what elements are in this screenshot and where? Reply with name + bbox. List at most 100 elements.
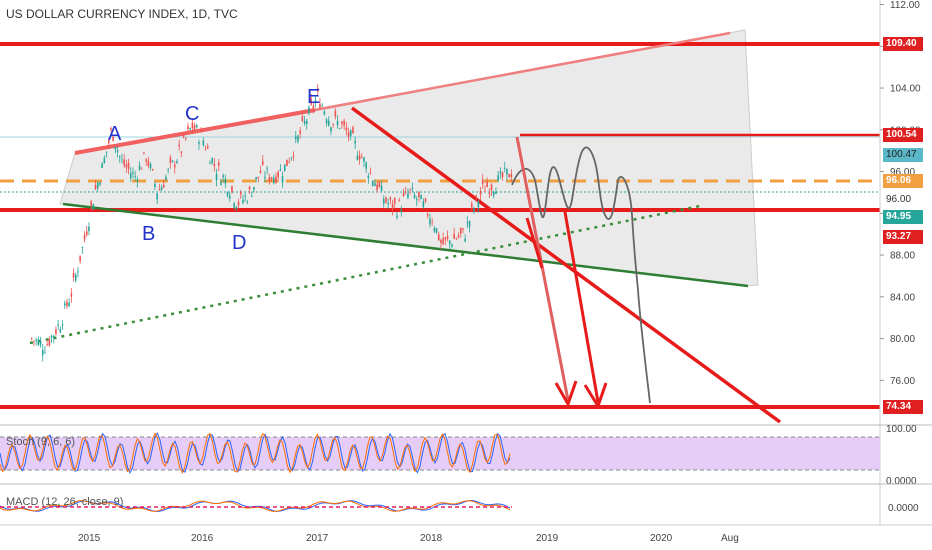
candle-body bbox=[497, 175, 499, 181]
price-tag: 96.00 bbox=[883, 193, 923, 207]
price-tag: 93.27 bbox=[883, 230, 923, 244]
candle-body bbox=[79, 255, 81, 262]
wedge-shape bbox=[59, 29, 759, 287]
candle-body bbox=[349, 130, 352, 137]
candle-body bbox=[314, 100, 317, 103]
candle-body bbox=[290, 157, 293, 159]
price-tag: 109.40 bbox=[883, 37, 923, 51]
candle-body bbox=[301, 116, 304, 122]
candle-body bbox=[347, 132, 350, 137]
candle-body bbox=[393, 198, 396, 204]
lower-support-trendline bbox=[62, 202, 749, 288]
candle-body bbox=[30, 337, 33, 339]
candle-body bbox=[242, 199, 244, 203]
candle-body bbox=[74, 274, 77, 281]
candle-body bbox=[492, 191, 495, 196]
candle-body bbox=[200, 130, 202, 132]
candle-body bbox=[332, 123, 334, 125]
candle-body bbox=[286, 159, 288, 166]
candle-body bbox=[488, 193, 491, 195]
candle-body bbox=[268, 177, 271, 181]
candle-body bbox=[195, 125, 198, 128]
arrow-2-head bbox=[583, 382, 608, 410]
candle-body bbox=[136, 179, 139, 182]
candle-body bbox=[228, 195, 231, 199]
candle-body bbox=[171, 160, 174, 162]
candle-body bbox=[44, 351, 46, 353]
candle-body bbox=[431, 221, 433, 223]
wave-label-e: E bbox=[307, 86, 320, 108]
stoch-label: Stoch (9, 6, 6) bbox=[6, 436, 76, 448]
candle-body bbox=[316, 88, 319, 92]
y-tick-label: 84.00 bbox=[890, 292, 915, 303]
candle-body bbox=[50, 335, 53, 338]
candle-body bbox=[464, 238, 466, 242]
candle-body bbox=[402, 193, 405, 197]
candle-body bbox=[446, 236, 449, 239]
falling-red-trendline bbox=[350, 106, 782, 424]
y-tick-label: 104.00 bbox=[890, 84, 921, 95]
candle-body bbox=[327, 120, 330, 126]
candle-body bbox=[48, 339, 51, 346]
candle-body bbox=[490, 184, 493, 191]
time-axis[interactable]: 2015 2016 2017 2018 2019 2020 Aug bbox=[78, 533, 739, 544]
candle-body bbox=[481, 179, 484, 184]
candle-body bbox=[41, 349, 44, 356]
candle-body bbox=[68, 302, 70, 307]
candle-body bbox=[187, 126, 189, 130]
candle-body bbox=[385, 197, 387, 203]
candle-body bbox=[66, 301, 68, 306]
candle-body bbox=[352, 127, 354, 134]
candle-body bbox=[83, 234, 86, 240]
candle-body bbox=[217, 162, 220, 166]
candle-body bbox=[107, 140, 110, 144]
candle-body bbox=[325, 119, 328, 124]
y-tick-label: 88.00 bbox=[890, 251, 915, 262]
macd-oscillator bbox=[0, 499, 512, 513]
candle-body bbox=[92, 204, 95, 211]
candle-body bbox=[204, 148, 207, 150]
candle-body bbox=[202, 140, 205, 145]
candle-body bbox=[387, 203, 389, 205]
candle-body bbox=[110, 128, 112, 130]
candle-body bbox=[470, 203, 473, 208]
candle-body bbox=[341, 121, 343, 124]
y-tick-label: 80.00 bbox=[890, 334, 915, 345]
candle-body bbox=[259, 170, 262, 174]
candle-body bbox=[310, 98, 312, 105]
candle-body bbox=[33, 340, 35, 342]
candle-body bbox=[374, 183, 376, 187]
candle-body bbox=[226, 192, 229, 196]
candle-body bbox=[345, 127, 348, 131]
candle-body bbox=[312, 105, 315, 109]
arrow-2-shaft bbox=[563, 211, 600, 403]
candle-body bbox=[422, 201, 425, 208]
x-tick-2015: 2015 bbox=[78, 533, 101, 544]
candle-body bbox=[367, 175, 370, 179]
candle-body bbox=[459, 228, 462, 234]
candle-body bbox=[283, 164, 286, 171]
candle-body bbox=[77, 271, 79, 273]
dotted-support-trendline bbox=[29, 204, 701, 345]
candle-body bbox=[382, 198, 385, 204]
candle-body bbox=[167, 169, 169, 171]
candle-body bbox=[281, 176, 284, 183]
candle-body bbox=[455, 238, 458, 240]
x-tick-2016: 2016 bbox=[191, 533, 214, 544]
candle-body bbox=[248, 186, 251, 190]
candle-body bbox=[468, 221, 471, 227]
stoch-tick-100: 100.00 bbox=[886, 424, 917, 435]
candle-body bbox=[134, 176, 136, 177]
candle-body bbox=[380, 185, 383, 191]
candle-body bbox=[189, 127, 191, 130]
candle-body bbox=[103, 157, 106, 164]
candle-body bbox=[55, 329, 57, 335]
candle-body bbox=[391, 203, 394, 210]
candle-body bbox=[114, 146, 117, 150]
candle-body bbox=[506, 168, 508, 175]
arrow-1-head bbox=[554, 380, 578, 408]
candle-body bbox=[35, 339, 37, 341]
candle-body bbox=[297, 135, 299, 142]
candle-body bbox=[292, 155, 295, 157]
